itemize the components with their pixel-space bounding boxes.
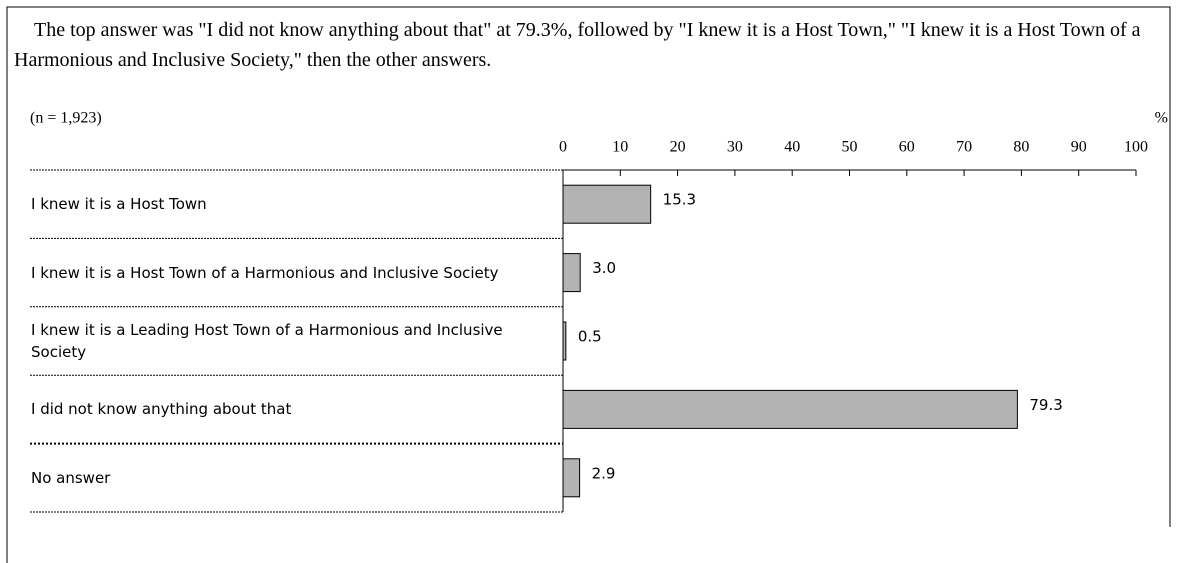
x-tick-label: 60 — [899, 139, 915, 156]
bar — [562, 184, 652, 224]
sample-note: (n = 1,923) — [30, 110, 102, 127]
x-tick-label: 0 — [559, 139, 567, 156]
value-label: 79.3 — [1029, 396, 1062, 414]
category-label: No answer — [31, 468, 111, 487]
x-tick-label: 50 — [842, 139, 858, 156]
x-tick-label: 20 — [670, 139, 686, 156]
x-tick-label: 40 — [784, 139, 800, 156]
x-tick-label: 90 — [1071, 139, 1087, 156]
bar — [562, 389, 1018, 429]
value-label: 2.9 — [592, 464, 616, 482]
category-label: I knew it is a Leading Host Town of a Ha… — [31, 321, 503, 361]
category-label: I knew it is a Host Town — [31, 195, 207, 214]
x-tick-label: 70 — [956, 139, 972, 156]
x-tick-label: 100 — [1124, 139, 1148, 156]
value-label: 15.3 — [663, 191, 696, 209]
value-label: 3.0 — [592, 259, 616, 277]
x-tick-label: 10 — [612, 139, 628, 156]
category-label: I did not know anything about that — [31, 400, 292, 419]
x-tick-label: 80 — [1013, 139, 1029, 156]
frame — [6, 6, 1171, 563]
x-tick-label: 30 — [727, 139, 743, 156]
value-label: 0.5 — [578, 328, 602, 346]
chart-title: The top answer was "I did not know anyth… — [14, 19, 1141, 71]
unit-label: % — [1155, 110, 1168, 127]
bar — [562, 458, 581, 498]
category-label: I knew it is a Host Town of a Harmonious… — [31, 263, 499, 282]
bar — [562, 321, 567, 361]
bar — [562, 253, 581, 293]
